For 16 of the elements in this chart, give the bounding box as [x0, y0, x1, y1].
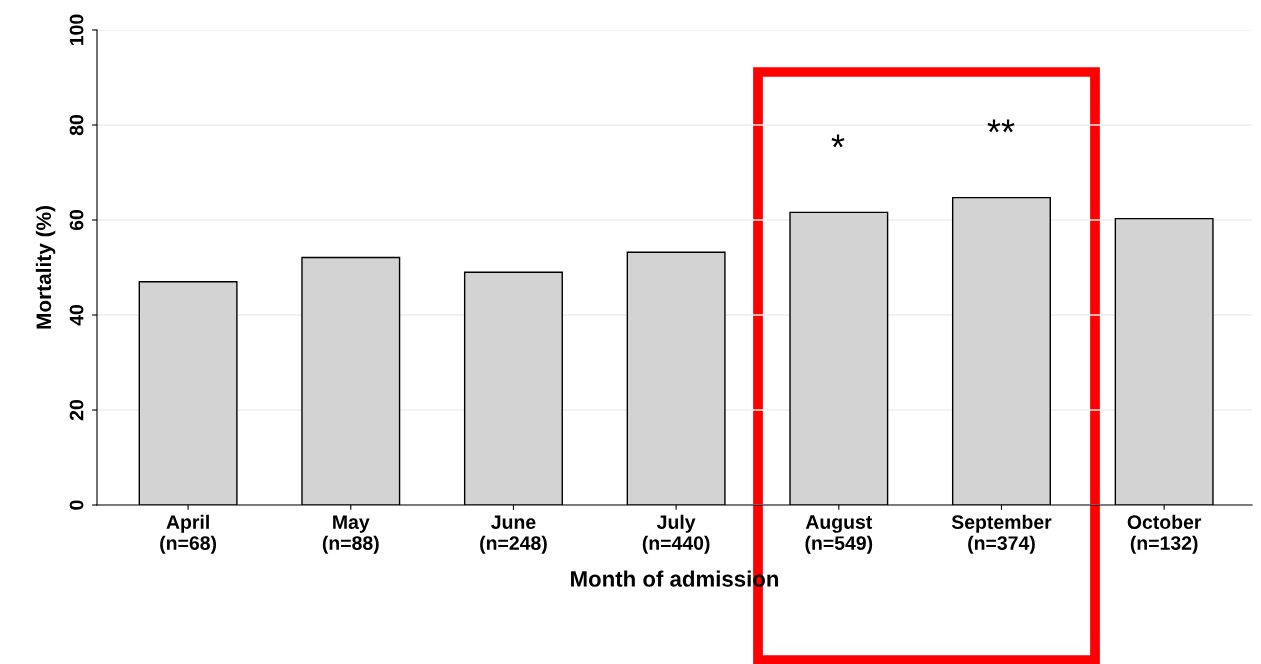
y-tick-label: 100 — [69, 14, 84, 45]
x-tick-label: August (n=549) — [805, 515, 873, 554]
y-tick-label: 0 — [69, 500, 84, 510]
x-tick-label: September (n=374) — [951, 514, 1052, 554]
x-tick-label: October (n=132) — [1127, 514, 1202, 554]
y-tick-label: 20 — [69, 399, 84, 421]
y-tick-label: 40 — [69, 304, 84, 326]
x-tick-label: July (n=440) — [642, 514, 710, 554]
annotation: * — [831, 134, 845, 148]
x-tick-label: April (n=68) — [160, 514, 217, 554]
x-tick-label: May (n=88) — [322, 515, 379, 554]
annotation: ** — [987, 119, 1015, 133]
y-axis-title: Mortality (%) — [35, 206, 56, 329]
y-tick-label: 80 — [69, 114, 84, 136]
x-tick-label: June (n=248) — [480, 515, 547, 554]
y-tick-label: 60 — [69, 209, 84, 231]
